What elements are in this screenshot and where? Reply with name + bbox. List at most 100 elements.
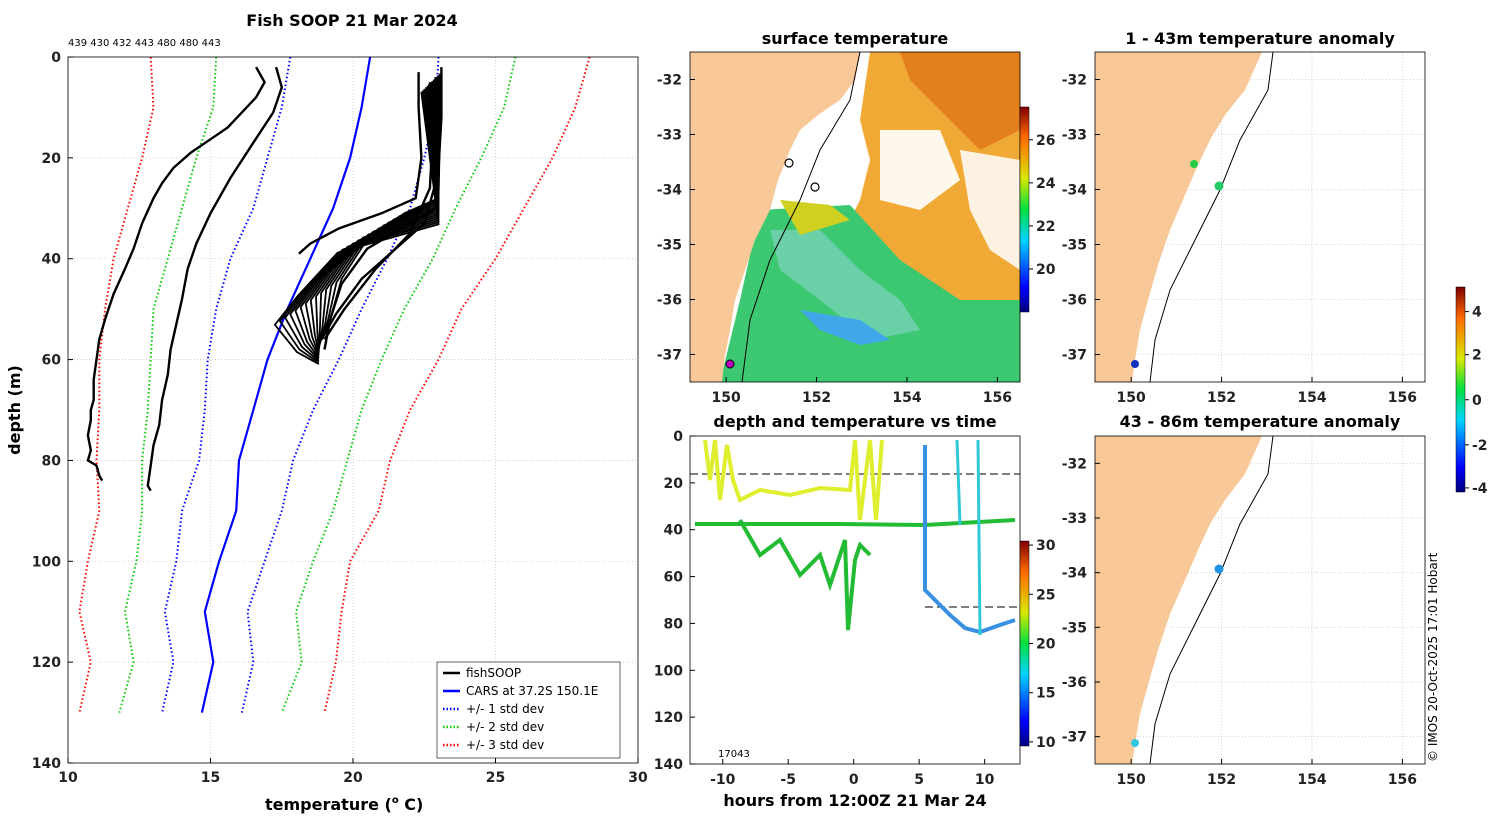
sst-site-marker — [810, 182, 820, 192]
map-xtick-label: 150 — [1117, 772, 1146, 788]
map-ytick-label: -33 — [1062, 511, 1087, 527]
profile-series-line — [280, 56, 517, 713]
ts-xtick-label: 0 — [849, 772, 859, 788]
ts-ytick-label: 20 — [664, 476, 684, 492]
fishsoop-profile-line — [146, 66, 284, 492]
sst-colorbar — [1019, 106, 1030, 313]
ts-ytick-label: 140 — [654, 757, 683, 773]
sst-cloud-mid — [880, 130, 960, 210]
sst-ticks: 150 152 154 156 -32 -33 -34 -35 -36 -37 — [657, 73, 1012, 407]
ts-xtick-label: 5 — [914, 772, 924, 788]
ts-colorbar-ticks: 10 15 20 25 30 — [1029, 538, 1056, 751]
profile-xlabel: temperature (o C) — [265, 795, 423, 814]
colorbar-tick-label: 15 — [1036, 686, 1055, 702]
ts-track-blue — [923, 445, 1016, 635]
sst-map-area — [690, 52, 1020, 382]
map-xtick-label: 154 — [1297, 772, 1326, 788]
timeseries-area — [690, 439, 1020, 636]
timeseries-xlabel: hours from 12:00Z 21 Mar 24 — [723, 791, 986, 810]
map-ytick-label: -32 — [1062, 456, 1087, 472]
anom-top-ticks: 150 152 154 156 -32 -33 -34 -35 -36 -37 — [1062, 73, 1417, 407]
colorbar-tick-label: -2 — [1472, 438, 1488, 454]
sst-hot-core — [900, 52, 1020, 150]
legend-box — [436, 661, 621, 759]
colorbar-tick-label: 25 — [1036, 587, 1055, 603]
map-ytick-label: -36 — [1062, 293, 1087, 309]
ts-colorbar — [1019, 540, 1030, 747]
colorbar-tick-label: 30 — [1036, 538, 1056, 554]
profile-series-line — [161, 56, 292, 713]
anom-bottom-title: 43 - 86m temperature anomaly — [1120, 412, 1401, 431]
map-ytick-label: -35 — [657, 238, 682, 254]
sst-land — [690, 52, 860, 382]
colorbar-tick-label: 22 — [1036, 219, 1055, 235]
colorbar-tick-label: 24 — [1036, 176, 1056, 192]
profile-xtick-label: 15 — [201, 770, 220, 786]
profile-ytick-label: 120 — [32, 655, 61, 671]
map-xtick-label: 154 — [1297, 390, 1326, 406]
profile-xtick-label: 10 — [58, 770, 78, 786]
map-xtick-label: 152 — [1207, 390, 1236, 406]
map-ytick-label: -33 — [1062, 128, 1087, 144]
profile-xtick-label: 25 — [486, 770, 505, 786]
map-ytick-label: -37 — [1062, 730, 1087, 746]
profile-series-line — [78, 56, 155, 713]
profile-grid — [67, 56, 639, 764]
map-xtick-label: 152 — [802, 390, 831, 406]
map-xtick-label: 154 — [892, 390, 921, 406]
sst-front — [780, 200, 850, 235]
colorbar-tick-label: 26 — [1036, 133, 1055, 149]
colorbar-tick-label: 10 — [1036, 735, 1056, 751]
ts-xtick-label: 10 — [975, 772, 995, 788]
map-xtick-label: 150 — [712, 390, 741, 406]
anom-top-point — [1190, 160, 1198, 168]
anom-top-axes-box — [1094, 51, 1426, 383]
ts-track-yellow — [703, 439, 884, 521]
map-ytick-label: -37 — [1062, 348, 1087, 364]
profile-ytick-label: 140 — [32, 756, 61, 772]
anom-bottom-ticks: 150 152 154 156 -32 -33 -34 -35 -36 -37 — [1062, 456, 1417, 788]
sst-isobath — [741, 52, 861, 382]
ts-xtick-label: -10 — [710, 772, 736, 788]
sst-colorbar-ticks: 20 22 24 26 — [1029, 133, 1056, 278]
anom-bottom-land — [1095, 436, 1262, 764]
fishsoop-profile-line — [86, 66, 266, 482]
profile-ylabel: depth (m) — [5, 365, 24, 455]
map-xtick-label: 156 — [1388, 772, 1417, 788]
map-ytick-label: -36 — [657, 293, 682, 309]
profile-ytick-label: 20 — [42, 151, 62, 167]
timeseries-title: depth and temperature vs time — [713, 412, 996, 431]
anom-top-land — [1095, 52, 1262, 382]
ts-ytick-label: 120 — [654, 710, 683, 726]
profile-series — [78, 56, 591, 713]
profile-ytick-label: 60 — [42, 353, 62, 369]
profile-legend: fishSOOP CARS at 37.2S 150.1E +/- 1 std de… — [436, 661, 621, 759]
sst-cold-filament — [800, 310, 890, 345]
anom-top-point — [1214, 181, 1224, 191]
profile-ytick-label: 80 — [42, 453, 62, 469]
profile-series-line — [200, 56, 372, 713]
credit-text: © IMOS 20-Oct-2025 17:01 Hobart — [1426, 552, 1440, 762]
ts-track-cyan — [955, 439, 982, 636]
map-ytick-label: -34 — [1062, 183, 1088, 199]
anom-bottom-point — [1131, 739, 1139, 747]
map-ytick-label: -35 — [1062, 238, 1087, 254]
sst-cloud-east — [960, 150, 1020, 270]
station-ids: 439 430 432 443 480 480 443 — [68, 38, 221, 49]
ts-xtick-label: -5 — [780, 772, 796, 788]
colorbar-tick-label: -4 — [1472, 481, 1488, 497]
ts-ytick-label: 0 — [673, 429, 683, 445]
colorbar-tick-label: 0 — [1472, 393, 1482, 409]
profile-series-line — [118, 56, 218, 713]
map-xtick-label: 152 — [1207, 772, 1236, 788]
anomaly-colorbar — [1455, 286, 1466, 493]
fishsoop-profile-line — [298, 72, 423, 255]
legend-label: CARS at 37.2S 150.1E — [466, 684, 598, 698]
map-ytick-label: -32 — [657, 73, 682, 89]
anom-top-point — [1131, 360, 1139, 368]
legend-label: +/- 2 std dev — [466, 720, 544, 734]
fishsoop-profile-line — [273, 91, 440, 365]
sst-site-marker — [784, 158, 794, 168]
ts-track-mid — [738, 519, 872, 631]
